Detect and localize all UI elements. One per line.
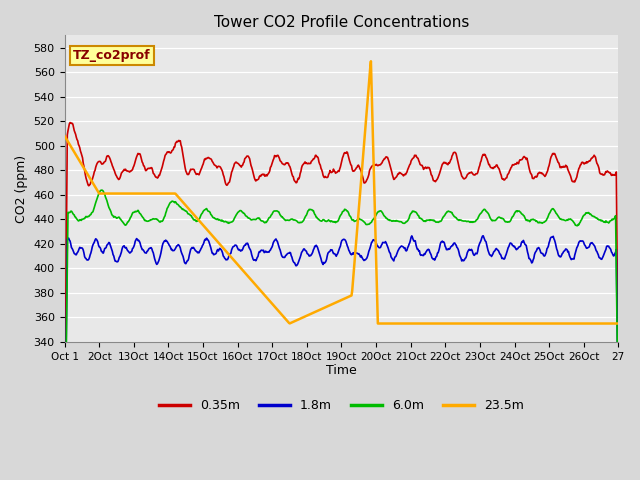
Y-axis label: CO2 (ppm): CO2 (ppm) bbox=[15, 155, 28, 223]
X-axis label: Time: Time bbox=[326, 364, 357, 377]
Legend: 0.35m, 1.8m, 6.0m, 23.5m: 0.35m, 1.8m, 6.0m, 23.5m bbox=[154, 394, 529, 417]
Title: Tower CO2 Profile Concentrations: Tower CO2 Profile Concentrations bbox=[214, 15, 469, 30]
Text: TZ_co2prof: TZ_co2prof bbox=[73, 49, 150, 62]
